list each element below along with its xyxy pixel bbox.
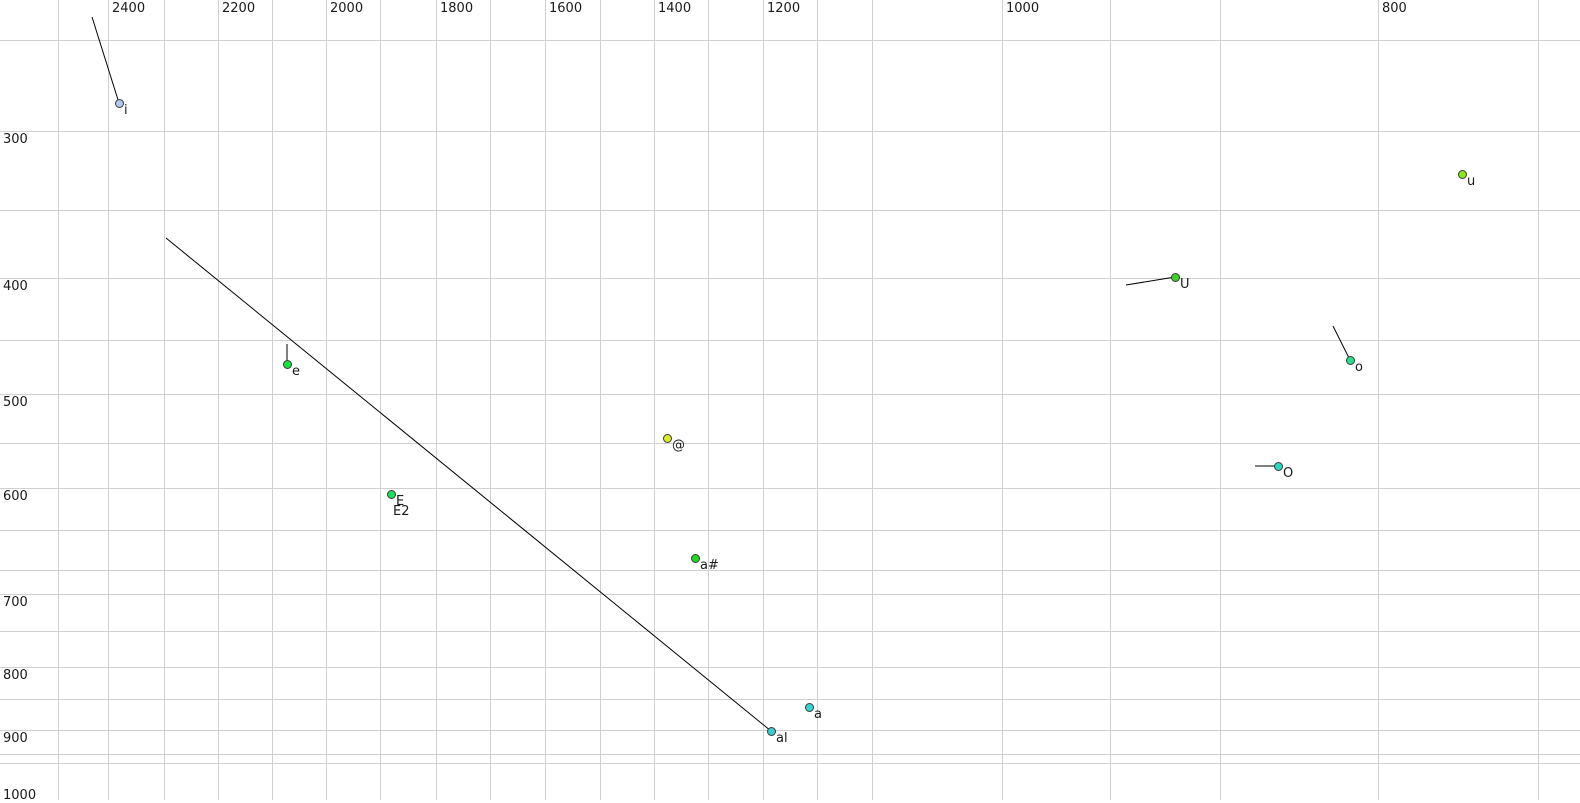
gridline-horizontal [0,594,1580,595]
data-point-label: a [814,707,822,722]
data-point-label: U [1180,277,1190,292]
x-axis-tick-label: 1400 [658,1,692,16]
x-axis-tick-label: 1800 [440,1,474,16]
data-point-label: u [1467,174,1476,189]
data-point-label: E [396,494,405,509]
y-axis-tick-label: 300 [3,132,28,147]
x-axis-tick-label: 2000 [330,1,364,16]
x-axis-tick-label: 1000 [1006,1,1040,16]
data-point[interactable] [662,433,672,443]
gridline-vertical [108,0,109,800]
data-point[interactable] [1170,272,1180,282]
gridline-vertical [1220,0,1221,800]
data-point-label: @ [672,438,685,453]
x-axis-tick-label: 1200 [767,1,801,16]
y-axis-tick-label: 400 [3,279,28,294]
data-point[interactable] [386,489,396,499]
x-axis-tick-label: 800 [1382,1,1407,16]
x-axis-tick-label: 2200 [222,1,256,16]
data-point-label: O [1283,466,1294,481]
gridline-vertical [1002,0,1003,800]
x-axis-tick-label: 2400 [112,1,146,16]
gridline-horizontal [0,699,1580,700]
data-point[interactable] [1457,169,1467,179]
data-point-label: a# [700,558,719,573]
data-point[interactable] [804,702,814,712]
data-point[interactable] [766,726,776,736]
gridline-horizontal [0,530,1580,531]
data-point-label: al [776,731,788,746]
gridline-vertical [817,0,818,800]
gridline-horizontal [0,40,1580,41]
y-axis-tick-label: 600 [3,489,28,504]
data-point[interactable] [1345,355,1355,365]
gridline-horizontal [0,394,1580,395]
gridline-horizontal [0,631,1580,632]
gridline-horizontal [0,131,1580,132]
y-axis-tick-label: 500 [3,395,28,410]
gridline-vertical [164,0,165,800]
data-point[interactable] [690,553,700,563]
gridline-vertical [1538,0,1539,800]
gridline-horizontal [0,763,1580,764]
y-axis-tick-label: 800 [3,668,28,683]
data-point-label: E2 [393,504,410,519]
data-point-label: i [124,103,128,118]
data-point-label: o [1355,360,1363,375]
gridline-vertical [58,0,59,800]
data-point[interactable] [114,98,124,108]
data-point[interactable] [1273,461,1283,471]
gridline-horizontal [0,667,1580,668]
gridline-horizontal [0,570,1580,571]
gridline-horizontal [0,340,1580,341]
y-axis-tick-label: 900 [3,731,28,746]
gridline-horizontal [0,488,1580,489]
data-point[interactable] [282,359,292,369]
gridline-vertical [1378,0,1379,800]
gridline-horizontal [0,278,1580,279]
gridline-horizontal [0,210,1580,211]
data-point-label: e [292,364,300,379]
y-axis-tick-label: 700 [3,595,28,610]
x-axis-tick-label: 1600 [549,1,583,16]
y-axis-tick-label: 1000 [3,788,37,803]
gridline-horizontal [0,754,1580,755]
gridline-horizontal [0,443,1580,444]
gridline-vertical [1110,0,1111,800]
gridline-horizontal [0,730,1580,731]
gridline-vertical [872,0,873,800]
